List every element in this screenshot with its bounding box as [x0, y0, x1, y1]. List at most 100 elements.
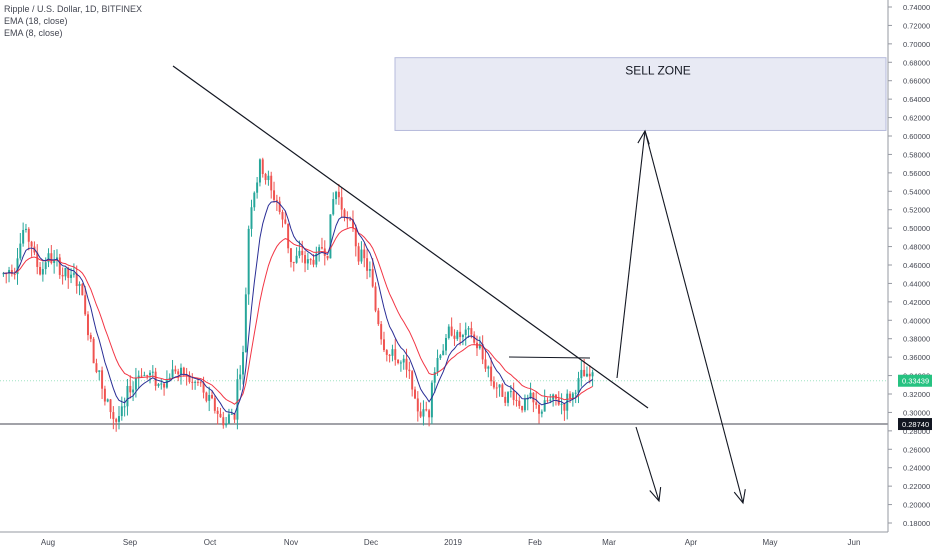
candle-body: [306, 259, 309, 264]
candle-body: [397, 359, 400, 364]
candle-body: [309, 259, 312, 261]
candle-body: [377, 310, 380, 325]
y-tick-label: 0.64000: [903, 95, 930, 104]
candle-body: [492, 381, 495, 388]
candle-body: [414, 389, 416, 399]
candle-body: [371, 269, 374, 287]
candle-body: [574, 392, 577, 394]
x-tick-label: Dec: [364, 538, 378, 547]
arrow-down-short[interactable]: [635, 426, 660, 502]
candle-body: [24, 228, 27, 230]
candle-body: [295, 255, 298, 263]
candle-body: [244, 294, 247, 353]
x-tick-label: Sep: [123, 538, 138, 547]
candle-body: [123, 406, 126, 408]
candle-body: [332, 199, 335, 215]
chart-legend: Ripple / U.S. Dollar, 1D, BITFINEX EMA (…: [4, 3, 142, 39]
candle-body: [219, 413, 222, 418]
candle-body: [27, 228, 30, 242]
arrow-down-projection[interactable]: [644, 130, 744, 504]
candle-body: [191, 381, 194, 383]
candle-body: [411, 371, 414, 390]
y-tick-label: 0.58000: [903, 150, 930, 159]
candle-body: [222, 417, 225, 426]
candle-body: [318, 247, 321, 254]
candle-body: [230, 413, 233, 415]
candle-body: [566, 393, 569, 411]
candle-body: [583, 369, 586, 377]
candle-body: [47, 253, 50, 263]
y-tick-label: 0.36000: [903, 353, 930, 362]
candle-body: [532, 392, 535, 403]
arrow-down-short-head: [649, 487, 662, 503]
candle-body: [8, 270, 11, 274]
candle-body: [50, 253, 53, 263]
candle-body: [433, 372, 436, 383]
candle-body: [481, 344, 484, 360]
y-tick-label: 0.28000: [903, 427, 930, 436]
candle-body: [140, 375, 143, 377]
candle-body: [560, 403, 563, 405]
arrow-up-to-sell-zone[interactable]: [616, 130, 646, 379]
candle-body: [571, 393, 574, 399]
candle-body: [467, 328, 470, 330]
sell-zone-box[interactable]: [394, 57, 887, 131]
descending-trendline[interactable]: [172, 65, 649, 409]
candle-body: [591, 372, 594, 377]
candle-body: [261, 159, 264, 174]
candle-body: [374, 286, 377, 311]
candle-body: [39, 266, 42, 275]
candle-body: [115, 419, 118, 422]
candle-body: [416, 398, 419, 412]
sell-zone-label: SELL ZONE: [625, 64, 691, 78]
candle-body: [236, 379, 239, 420]
ema-8-line[interactable]: [3, 201, 593, 415]
y-tick-label: 0.62000: [903, 114, 930, 123]
candle-body: [388, 354, 391, 356]
candle-body: [227, 414, 230, 424]
resistance-line[interactable]: [508, 356, 591, 359]
candle-body: [523, 399, 526, 411]
y-tick-label: 0.70000: [903, 40, 930, 49]
candle-body: [199, 382, 202, 384]
candle-body: [58, 257, 61, 275]
candle-body: [442, 350, 445, 356]
candle-body: [92, 338, 95, 364]
chart-title: Ripple / U.S. Dollar, 1D, BITFINEX: [4, 4, 143, 14]
candle-body: [509, 391, 512, 393]
y-tick-label: 0.52000: [903, 206, 930, 215]
candle-body: [120, 406, 123, 417]
candle-body: [301, 250, 304, 256]
candle-body: [36, 252, 39, 267]
ema-18-line[interactable]: [3, 227, 593, 405]
candle-body: [569, 393, 572, 399]
legend-ema-8: EMA (8, close): [4, 28, 63, 38]
candle-body: [326, 255, 329, 259]
candle-body: [563, 403, 566, 411]
candle-body: [351, 219, 354, 229]
price-axis[interactable]: [888, 0, 932, 550]
candle-body: [112, 412, 115, 420]
candle-body: [270, 175, 273, 191]
candle-body: [521, 406, 524, 411]
candle-body: [445, 337, 447, 351]
legend-ema-18: EMA (18, close): [4, 16, 68, 26]
candle-body: [275, 199, 278, 202]
y-tick-label: 0.24000: [903, 464, 930, 473]
candle-body: [250, 207, 253, 229]
candle-body: [402, 358, 405, 363]
y-tick-label: 0.72000: [903, 21, 930, 30]
candle-body: [72, 273, 75, 275]
y-tick-label: 0.42000: [903, 298, 930, 307]
candle-body: [81, 283, 84, 296]
candle-body: [30, 241, 33, 247]
candle-body: [549, 399, 552, 402]
candle-body: [394, 349, 397, 360]
candle-body: [312, 259, 315, 265]
candle-body: [329, 214, 332, 259]
candle-body: [419, 411, 422, 417]
candle-body: [216, 410, 219, 414]
candle-body: [284, 219, 287, 224]
